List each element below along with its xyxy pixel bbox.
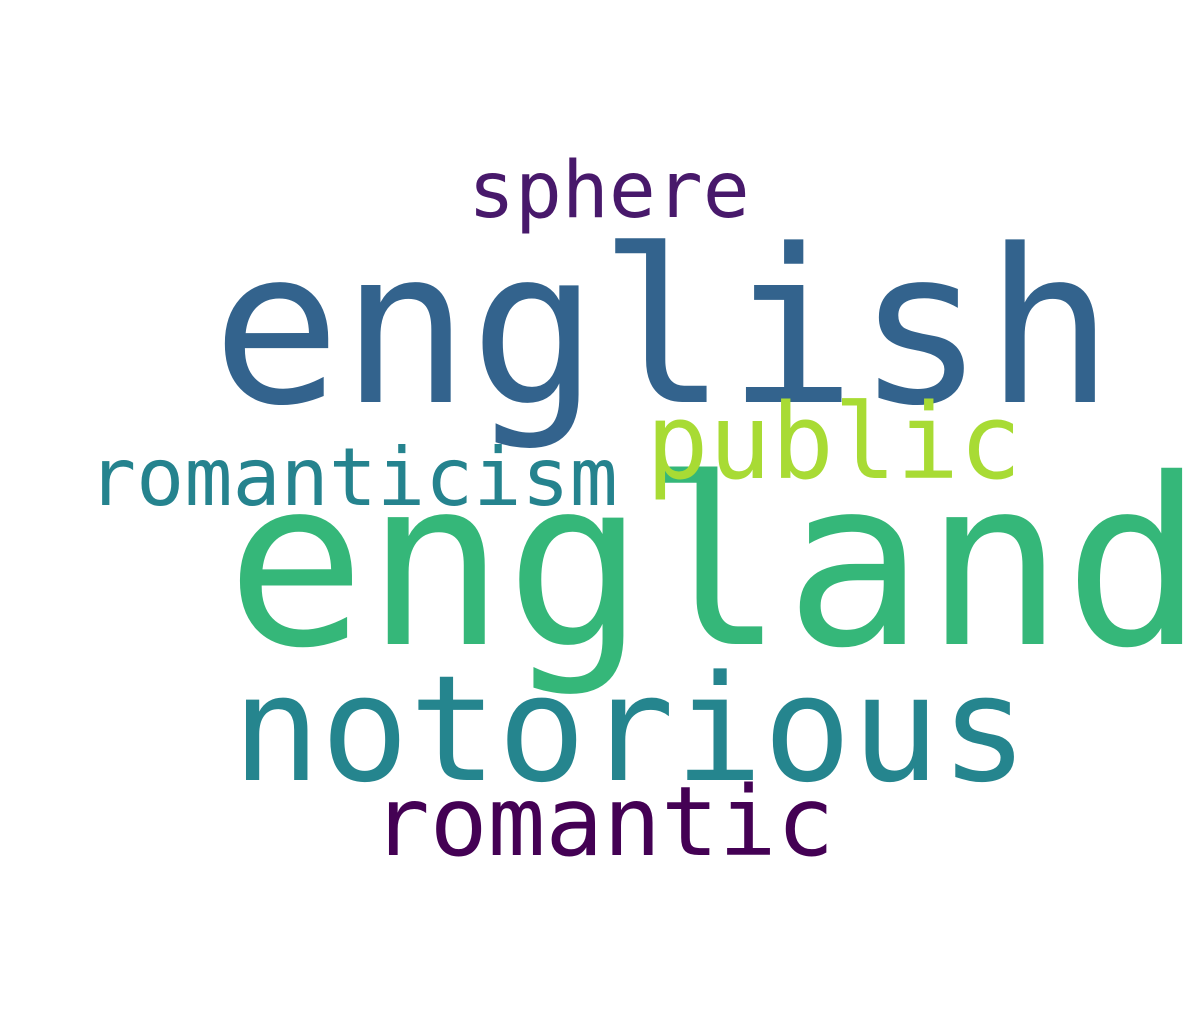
word-romanticism: romanticism — [88, 431, 618, 524]
word-notorious: notorious — [232, 644, 1029, 815]
word-english: english — [212, 204, 1114, 453]
word-romantic: romantic — [372, 766, 835, 878]
word-england: england — [226, 429, 1190, 699]
word-public: public — [646, 381, 1022, 503]
word-sphere: sphere — [468, 146, 750, 236]
